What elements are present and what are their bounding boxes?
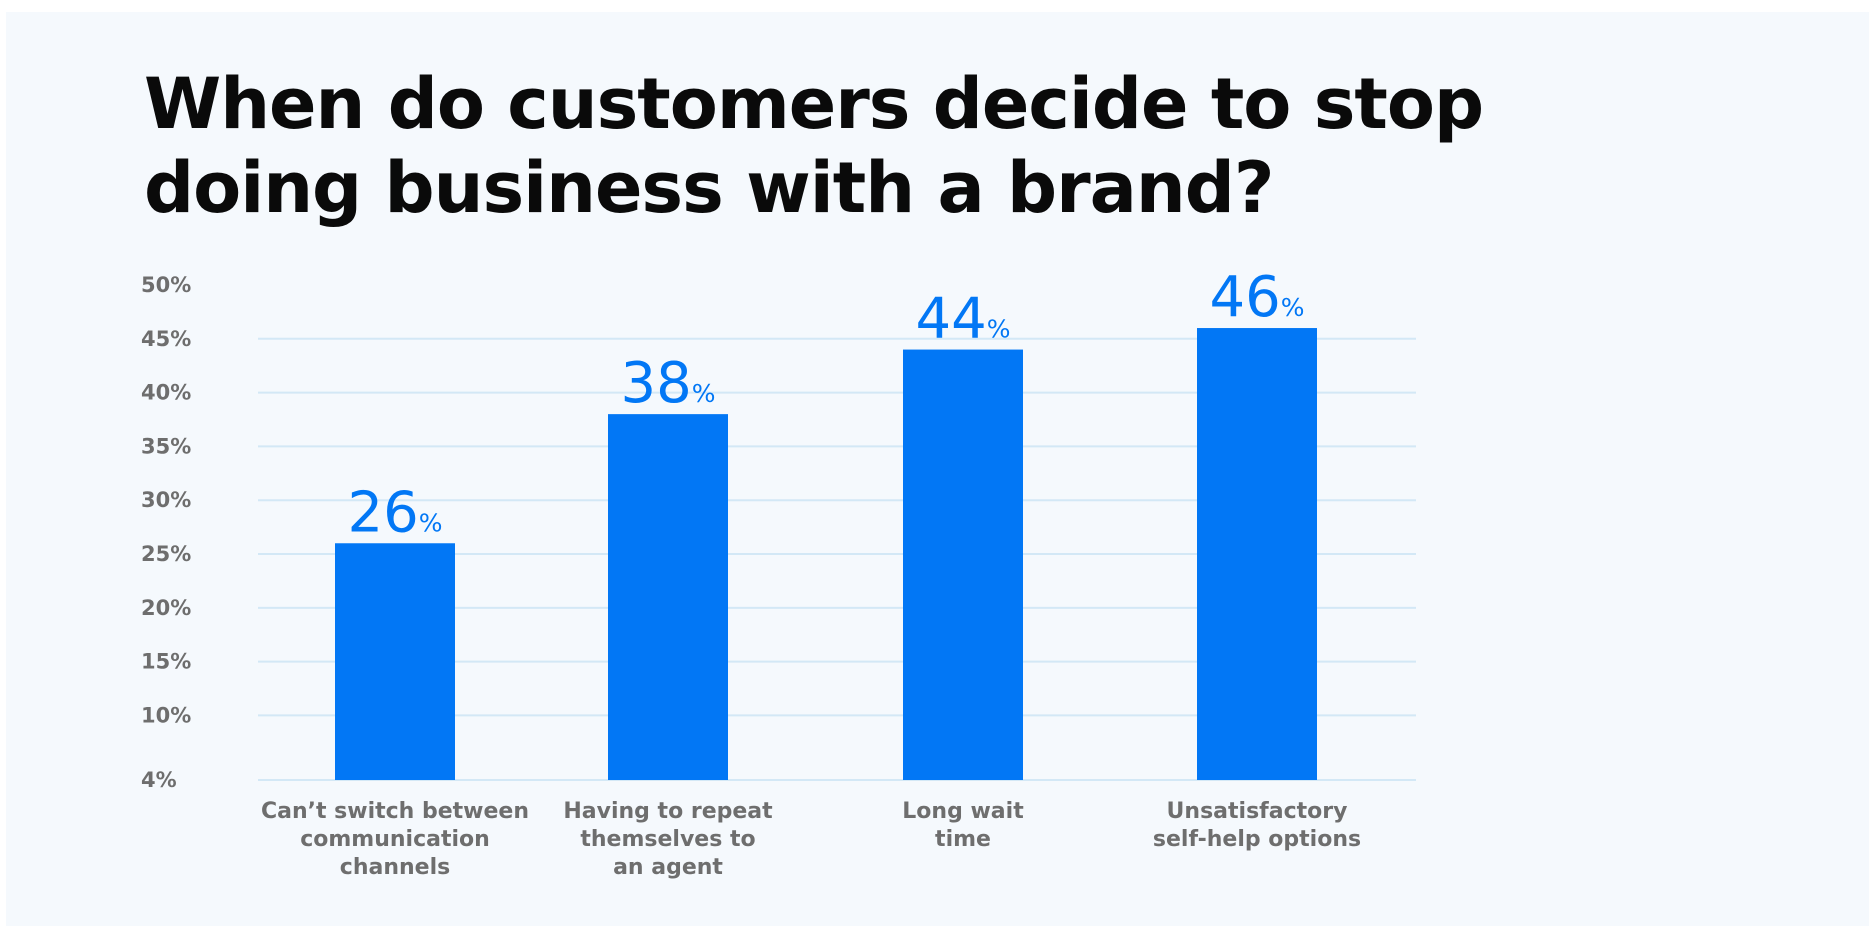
category-label: Long wait [902, 799, 1024, 824]
data-label: 44% [915, 287, 1010, 352]
data-label: 46% [1209, 265, 1304, 330]
y-tick-label: 4% [141, 768, 177, 792]
data-label-unit: % [987, 315, 1011, 344]
y-tick-label: 30% [141, 488, 191, 512]
y-tick-label: 20% [141, 596, 191, 620]
category-label: Having to repeat [563, 799, 773, 824]
bar [903, 349, 1023, 780]
data-label: 38% [620, 351, 715, 416]
category-label: channels [340, 855, 450, 880]
data-label-unit: % [1281, 293, 1305, 322]
data-label-unit: % [692, 379, 716, 408]
category-label: Can’t switch between [261, 799, 529, 824]
category-label: Unsatisfactory [1167, 799, 1348, 824]
y-tick-label: 45% [141, 327, 191, 351]
y-tick-label: 15% [141, 650, 191, 674]
y-tick-label: 10% [141, 703, 191, 727]
bar [608, 414, 728, 780]
category-label: communication [300, 827, 490, 852]
data-label-unit: % [419, 508, 443, 537]
bar [335, 543, 455, 780]
y-tick-label: 50% [141, 273, 191, 297]
y-tick-label: 40% [141, 381, 191, 405]
category-label: an agent [613, 855, 723, 880]
category-label: self-help options [1153, 827, 1361, 852]
y-tick-label: 25% [141, 542, 191, 566]
y-tick-label: 35% [141, 434, 191, 458]
category-label: time [935, 827, 991, 852]
category-label: themselves to [580, 827, 755, 852]
chart-title: When do customers decide to stop doing b… [144, 63, 1484, 229]
data-label: 26% [347, 480, 442, 545]
bar [1197, 328, 1317, 780]
